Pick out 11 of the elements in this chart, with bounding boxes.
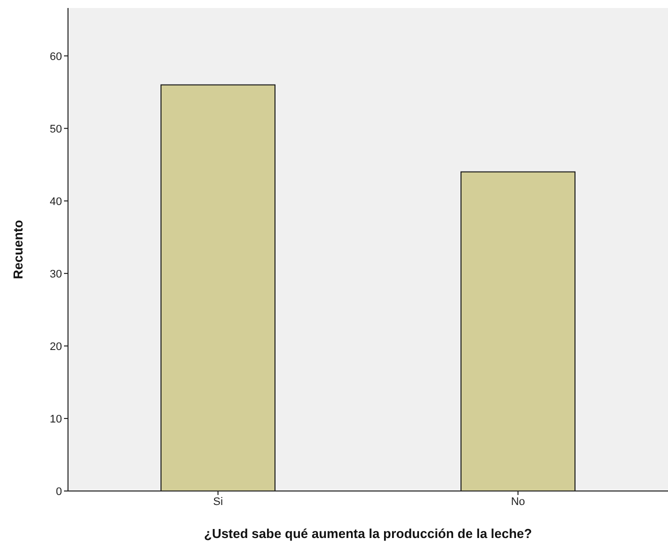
x-tick-label: Si: [213, 496, 223, 508]
y-tick-label: 40: [50, 196, 62, 208]
y-axis-title: Recuento: [10, 220, 26, 280]
y-tick-label: 30: [50, 268, 62, 280]
x-tick-label: No: [510, 496, 526, 508]
y-tick-label: 20: [50, 340, 62, 353]
y-tick-label: 60: [50, 50, 62, 63]
y-tick-label: 10: [50, 413, 62, 426]
y-tick-label: 0: [56, 486, 62, 498]
x-axis-title: ¿Usted sabe qué aumenta la producción de la leche?: [204, 526, 532, 541]
y-tick-label: 50: [50, 123, 62, 136]
